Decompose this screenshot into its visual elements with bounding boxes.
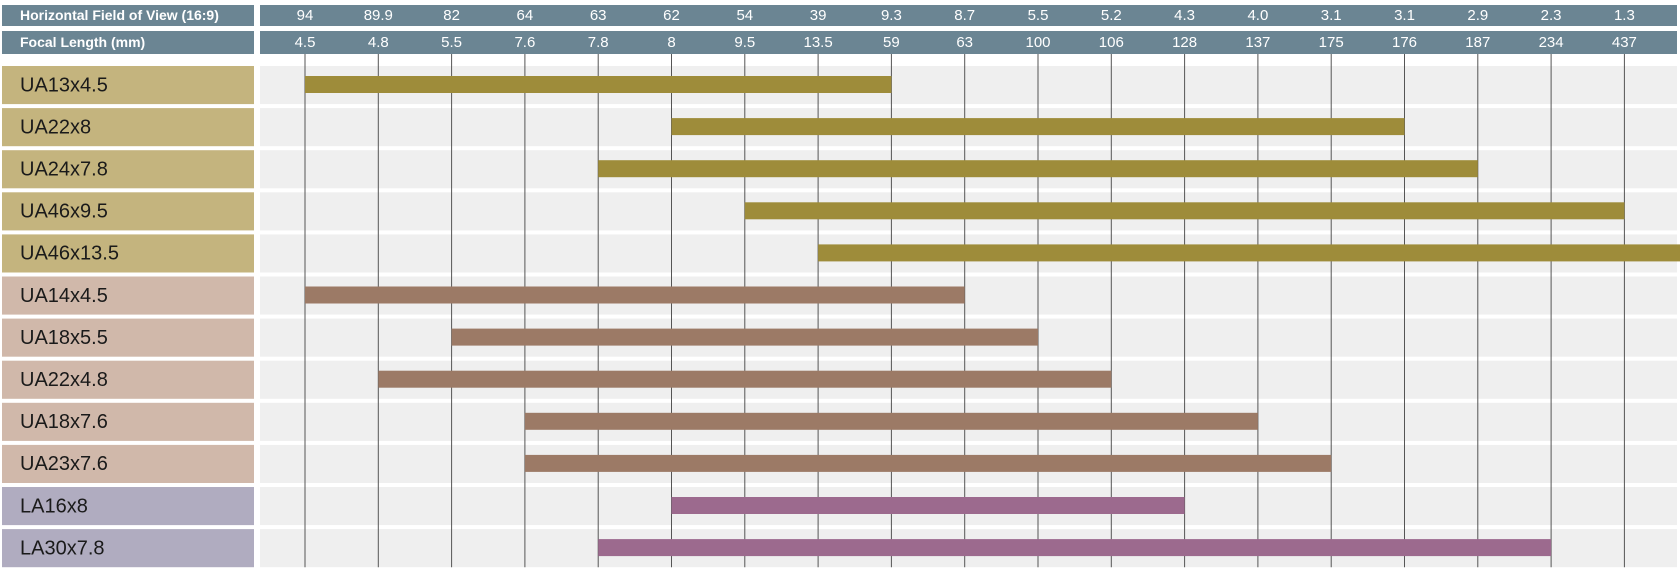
range-bar xyxy=(305,286,965,304)
fov-label: 5.5 xyxy=(1028,7,1049,24)
fov-label: 2.9 xyxy=(1467,7,1488,24)
fov-label: 3.1 xyxy=(1321,7,1342,24)
row-label-bg xyxy=(2,234,254,273)
focal-label: 437 xyxy=(1612,34,1637,51)
fov-label: 2.3 xyxy=(1541,7,1562,24)
header-label: Horizontal Field of View (16:9) xyxy=(20,7,219,23)
row-label: UA22x4.8 xyxy=(20,369,108,391)
focal-label: 59 xyxy=(883,34,900,51)
row-label-bg xyxy=(2,276,254,315)
range-bar xyxy=(671,118,1405,136)
row-label-bg xyxy=(2,487,254,526)
fov-label: 8.7 xyxy=(954,7,975,24)
row-label: UA24x7.8 xyxy=(20,159,108,181)
row-label: UA46x13.5 xyxy=(20,243,119,265)
header-label-bg xyxy=(2,31,254,54)
focal-label: 106 xyxy=(1099,34,1124,51)
row-label: UA22x8 xyxy=(20,116,91,138)
row-label-bg xyxy=(2,402,254,441)
row-label-bg xyxy=(2,66,254,105)
range-bar xyxy=(524,454,1332,472)
row-label: UA23x7.6 xyxy=(20,453,108,475)
fov-label: 89.9 xyxy=(364,7,393,24)
focal-label: 8 xyxy=(667,34,675,51)
row-label: UA46x9.5 xyxy=(20,201,108,223)
fov-label: 94 xyxy=(297,7,314,24)
focal-label: 5.5 xyxy=(441,34,462,51)
range-bar xyxy=(671,497,1185,514)
range-bar xyxy=(744,202,1625,220)
fov-label: 63 xyxy=(590,7,607,24)
focal-label: 187 xyxy=(1465,34,1490,51)
range-bar xyxy=(818,244,1680,262)
fov-label: 9.3 xyxy=(881,7,902,24)
range-bar xyxy=(305,76,892,93)
row-label: UA14x4.5 xyxy=(20,285,108,307)
focal-label: 176 xyxy=(1392,34,1417,51)
focal-label: 4.5 xyxy=(295,34,316,51)
fov-label: 1.3 xyxy=(1614,7,1635,24)
fov-label: 39 xyxy=(810,7,827,24)
header-bg xyxy=(260,31,1677,54)
fov-label: 54 xyxy=(736,7,753,24)
row-label: UA13x4.5 xyxy=(20,74,108,96)
fov-label: 62 xyxy=(663,7,680,24)
fov-label: 3.1 xyxy=(1394,7,1415,24)
header-label: Focal Length (mm) xyxy=(20,34,145,50)
range-bar xyxy=(598,539,1552,557)
fov-label: 64 xyxy=(517,7,534,24)
range-bar xyxy=(378,370,1112,388)
range-bar xyxy=(524,412,1258,430)
focal-label: 7.6 xyxy=(514,34,535,51)
row-label: UA18x5.5 xyxy=(20,327,108,349)
focal-label: 128 xyxy=(1172,34,1197,51)
range-bar xyxy=(598,160,1478,178)
row-label-bg xyxy=(2,192,254,231)
focal-label: 100 xyxy=(1025,34,1050,51)
focal-label: 175 xyxy=(1319,34,1344,51)
row-label-bg xyxy=(2,108,254,147)
row-label: LA30x7.8 xyxy=(20,537,105,559)
fov-label: 82 xyxy=(443,7,460,24)
fov-label: 4.3 xyxy=(1174,7,1195,24)
row-label-bg xyxy=(2,318,254,357)
row-label-bg xyxy=(2,529,254,568)
focal-label: 7.8 xyxy=(588,34,609,51)
range-bar xyxy=(451,328,1039,346)
row-label-bg xyxy=(2,444,254,483)
focal-label: 234 xyxy=(1539,34,1564,51)
row-label: UA18x7.6 xyxy=(20,411,108,433)
focal-label: 9.5 xyxy=(734,34,755,51)
row-label-bg xyxy=(2,360,254,399)
fov-label: 5.2 xyxy=(1101,7,1122,24)
focal-label: 137 xyxy=(1245,34,1270,51)
header-label-bg xyxy=(2,5,254,26)
row-label: LA16x8 xyxy=(20,495,88,517)
focal-label: 13.5 xyxy=(803,34,832,51)
header-bg xyxy=(260,5,1677,26)
focal-label: 4.8 xyxy=(368,34,389,51)
focal-label: 63 xyxy=(956,34,973,51)
fov-label: 4.0 xyxy=(1247,7,1268,24)
row-label-bg xyxy=(2,150,254,189)
